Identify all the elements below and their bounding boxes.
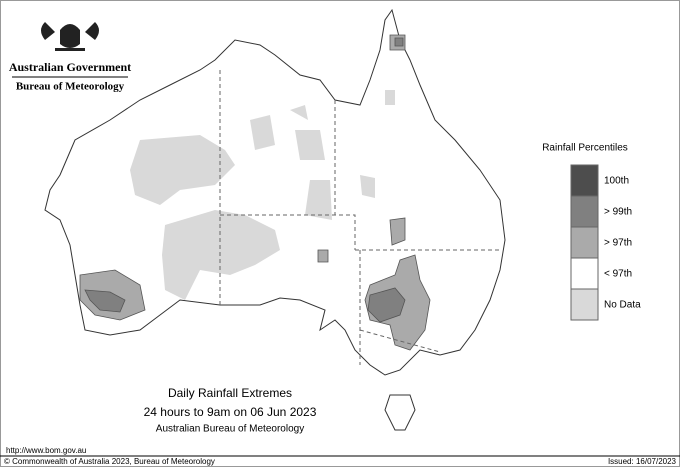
footer-copyright: © Commonwealth of Australia 2023, Bureau… <box>4 457 215 466</box>
tasmania <box>384 394 416 431</box>
state-borders <box>219 70 500 365</box>
caption-source: Australian Bureau of Meteorology <box>156 424 304 435</box>
agency-name: Bureau of Meteorology <box>16 81 125 93</box>
legend-title: Rainfall Percentiles <box>542 143 628 154</box>
legend-swatch <box>570 257 599 290</box>
legend-label: 100th <box>604 176 629 187</box>
legend-swatch <box>570 288 599 321</box>
legend-swatch <box>570 195 599 228</box>
government-name: Australian Government <box>9 60 131 74</box>
rainfall-patches <box>79 34 431 351</box>
legend-label: No Data <box>604 300 641 311</box>
caption-period: 24 hours to 9am on 06 Jun 2023 <box>144 405 317 419</box>
crest <box>41 22 99 51</box>
legend-swatch <box>570 164 599 197</box>
footer-url: http://www.bom.gov.au <box>6 446 86 455</box>
legend-label: > 99th <box>604 207 632 218</box>
caption-title: Daily Rainfall Extremes <box>168 386 292 400</box>
footer-issued: Issued: 16/07/2023 <box>608 457 677 466</box>
legend-swatch <box>570 226 599 259</box>
legend: 100th > 99th > 97th < 97th No Data <box>570 164 641 321</box>
legend-label: > 97th <box>604 238 632 249</box>
legend-label: < 97th <box>604 269 632 280</box>
